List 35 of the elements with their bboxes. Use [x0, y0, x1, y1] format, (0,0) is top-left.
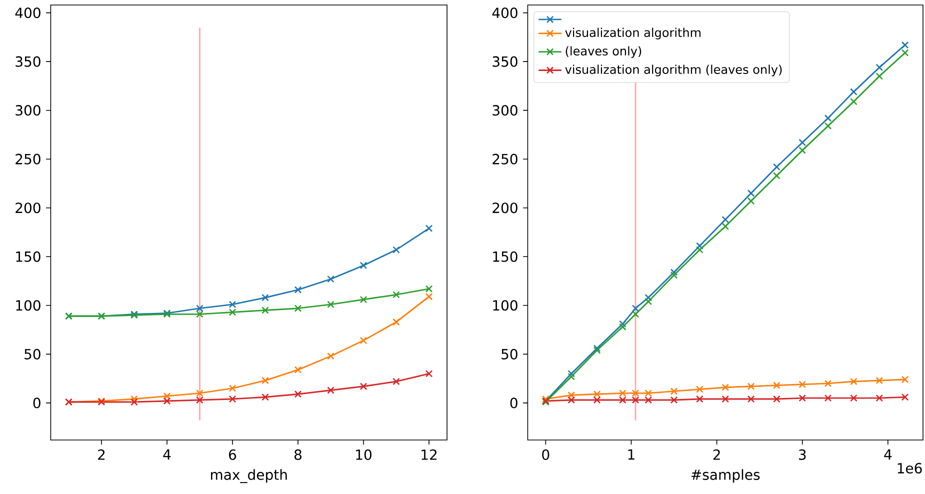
- x-axis-title: max_depth: [211, 469, 287, 484]
- y-tick-label: 250: [492, 154, 518, 164]
- y-tick-label: 250: [16, 154, 40, 164]
- y-tick-label: 50: [24, 348, 40, 360]
- x-tick-label: 4: [163, 449, 171, 460]
- legend-label: visualization algorithm (leaves only): [565, 64, 782, 76]
- y-tick-label: 350: [492, 56, 518, 67]
- y-tick-label: 400: [15, 8, 40, 18]
- y-tick-label: 150: [493, 251, 518, 262]
- y-tick-label: 100: [493, 300, 518, 311]
- y-tick-label: 200: [492, 202, 518, 214]
- y-tick-label: 100: [16, 300, 40, 311]
- y-tick-label: 400: [492, 8, 518, 18]
- x-tick-label: 1: [628, 449, 634, 460]
- y-tick-label: 0: [33, 398, 40, 408]
- y-tick-label: 300: [492, 105, 518, 116]
- x-tick-label: 4: [884, 449, 892, 460]
- x-tick-label: 6: [229, 449, 236, 460]
- x-tick-label: 8: [294, 449, 302, 460]
- x-tick-label: 12: [422, 449, 437, 460]
- y-tick-label: 50: [502, 348, 518, 360]
- y-tick-label: 200: [16, 202, 40, 214]
- x-tick-label: 3: [798, 449, 806, 460]
- y-tick-label: 350: [16, 56, 40, 67]
- x-tick-label: 10: [356, 449, 372, 460]
- y-tick-label: 150: [16, 251, 40, 262]
- legend-label: (leaves only): [566, 46, 642, 58]
- legend-label: visualization algorithm: [565, 28, 700, 40]
- x-tick-label: 2: [98, 449, 105, 460]
- y-tick-label: 300: [16, 105, 40, 116]
- x-tick-label: 0: [542, 449, 550, 460]
- y-tick-label: 0: [510, 398, 518, 408]
- text: 1e6: [898, 462, 922, 474]
- x-axis-title: #samples: [691, 469, 760, 483]
- x-tick-label: 2: [713, 449, 720, 460]
